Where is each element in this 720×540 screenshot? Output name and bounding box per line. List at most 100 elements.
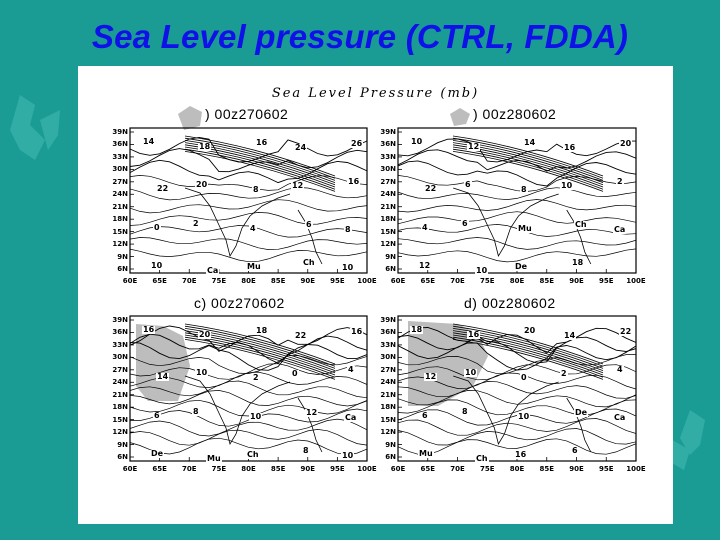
contour-label: 10 <box>341 451 355 460</box>
contour-line-a <box>129 175 368 191</box>
contour-label: 16 <box>563 143 577 152</box>
contour-label: 16 <box>467 330 481 339</box>
contour-line-d <box>397 354 637 375</box>
contour-line-b <box>397 187 637 200</box>
contour-label: 22 <box>156 184 170 193</box>
coastline-b <box>453 187 559 258</box>
y-tick-label: 18N <box>112 403 128 412</box>
dense-contour-c <box>184 336 336 378</box>
y-tick-label: 9N <box>385 440 396 449</box>
contour-label: 16 <box>142 325 156 334</box>
y-tick-label: 21N <box>112 390 128 399</box>
contour-line-b <box>397 199 637 213</box>
contour-line-a <box>129 136 368 163</box>
y-tick-label: 15N <box>112 227 128 236</box>
y-tick-label: 33N <box>380 152 396 161</box>
x-tick-label: 60E <box>390 277 406 285</box>
contour-label: De <box>574 408 589 417</box>
contour-label: 20 <box>195 180 209 189</box>
y-tick-label: 12N <box>112 240 128 249</box>
x-tick-label: 85E <box>539 465 555 473</box>
contour-label: 10 <box>517 412 531 421</box>
contour-label: 4 <box>347 365 355 374</box>
y-tick-label: 9N <box>117 252 128 261</box>
x-tick-label: 95E <box>598 465 614 473</box>
contour-line-d <box>397 381 637 399</box>
coastline-a <box>184 187 291 258</box>
contour-label: 20 <box>523 326 537 335</box>
contour-line-c <box>129 418 368 437</box>
contour-line-c <box>129 408 368 427</box>
contour-label: Ch <box>475 454 489 463</box>
y-tick-label: 27N <box>380 177 396 186</box>
panel-d-title: d) 00z280602 <box>464 295 556 311</box>
contour-label: 2 <box>252 373 260 382</box>
x-tick-label: 95E <box>330 465 345 473</box>
contour-label: Ca <box>613 225 627 234</box>
x-tick-label: 70E <box>450 465 465 473</box>
y-tick-label: 24N <box>380 378 396 387</box>
dense-contour-d <box>452 339 604 380</box>
y-tick-label: 39N <box>380 316 396 324</box>
dense-contour-d <box>452 323 604 365</box>
slide-title: Sea Level pressure (CTRL, FDDA) <box>91 18 629 55</box>
contour-label: 8 <box>520 185 528 194</box>
contour-label: 2 <box>616 177 624 186</box>
contour-label: 8 <box>302 446 310 455</box>
contour-line-d <box>397 335 637 364</box>
contour-label: De <box>150 449 165 458</box>
y-tick-label: 36N <box>112 140 128 149</box>
contour-line-c <box>129 341 368 371</box>
shaded-region-a <box>178 106 202 130</box>
contour-maps <box>129 106 637 462</box>
contour-label: Mu <box>246 262 262 271</box>
y-tick-label: 24N <box>112 378 128 387</box>
y-tick-label: 30N <box>112 353 128 362</box>
contour-line-c <box>129 355 368 374</box>
contour-line-d <box>397 418 637 436</box>
contour-label: Ch <box>574 220 588 229</box>
dense-contour-b <box>452 151 604 192</box>
contour-label: 10 <box>150 261 164 270</box>
contour-line-a <box>129 187 368 201</box>
dense-contour-c <box>184 325 336 367</box>
coastline-east-b <box>566 209 592 265</box>
x-tick-label: 75E <box>211 277 227 285</box>
contour-line-c <box>129 390 368 407</box>
x-tick-label: 65E <box>152 465 167 473</box>
y-tick-label: 15N <box>112 415 128 424</box>
coastline-d <box>453 375 559 446</box>
contour-label: Ca <box>344 413 358 422</box>
contour-label: 22 <box>424 184 438 193</box>
contour-line-a <box>129 248 368 263</box>
x-tick-label: 75E <box>211 465 227 473</box>
x-tick-label: 70E <box>450 277 465 285</box>
contour-line-b <box>397 160 637 187</box>
x-tick-label: 80E <box>509 465 525 473</box>
contour-label: 10 <box>249 412 263 421</box>
coastline-c <box>184 375 291 446</box>
y-tick-label: 30N <box>380 165 396 174</box>
contour-line-d <box>397 372 637 390</box>
contour-label: 8 <box>344 225 352 234</box>
shaded-region-b <box>450 108 470 126</box>
x-tick-label: 60E <box>122 277 138 285</box>
y-tick-label: 15N <box>380 227 396 236</box>
contour-label: 6 <box>153 411 161 420</box>
dense-contour-b <box>452 135 604 177</box>
contour-label: 8 <box>252 185 260 194</box>
x-tick-label: 70E <box>181 277 197 285</box>
panel-c-title: c) 00z270602 <box>194 295 285 311</box>
contour-label: 4 <box>421 223 429 232</box>
contour-label: 10 <box>341 263 355 272</box>
contour-label: 14 <box>156 372 170 381</box>
contour-label: 0 <box>520 373 528 382</box>
contour-line-a <box>129 225 368 238</box>
dense-contour-a <box>184 137 336 179</box>
contour-label: 16 <box>347 177 361 186</box>
contour-line-b <box>397 248 637 263</box>
dense-contour-a <box>184 135 336 177</box>
y-tick-label: 12N <box>380 240 396 249</box>
dense-contour-c <box>184 339 336 380</box>
coastline-east-a <box>297 209 323 265</box>
